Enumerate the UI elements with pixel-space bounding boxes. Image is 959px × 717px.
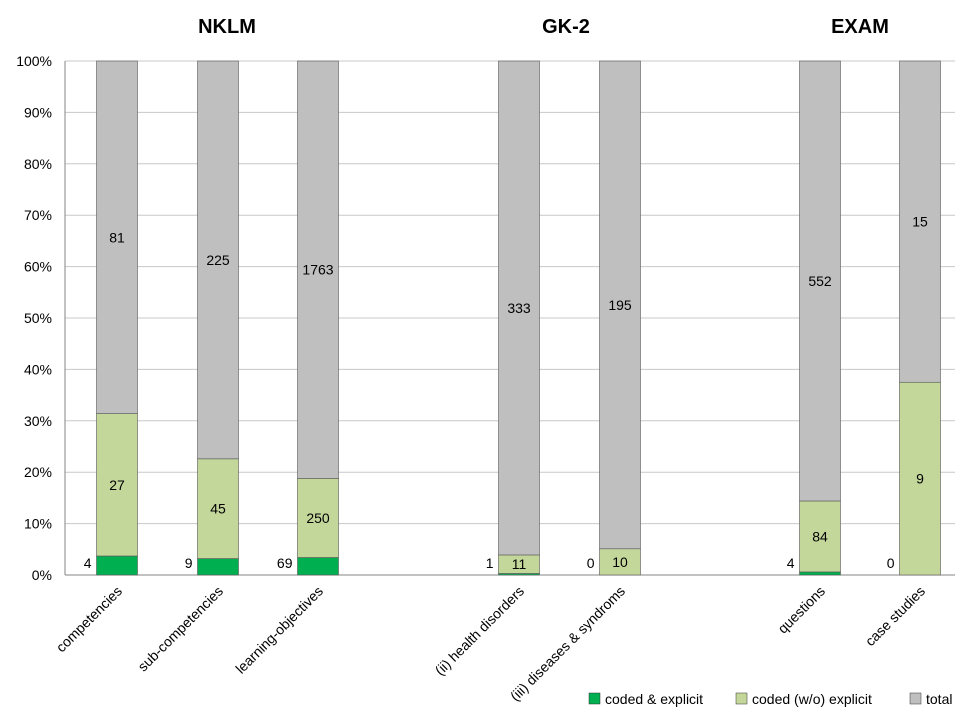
value-label-total: 552 <box>808 273 832 289</box>
bar-segment-total <box>498 60 540 556</box>
y-tick-label: 100% <box>16 53 52 69</box>
value-label-coded-wo-explicit: 11 <box>512 556 527 572</box>
value-label-total: 81 <box>109 229 125 245</box>
bar-segment-coded-explicit <box>197 558 239 576</box>
value-label-coded-explicit: 4 <box>84 555 92 571</box>
group-title-exam: EXAM <box>831 16 889 38</box>
group-titles: NKLM GK-2 EXAM <box>198 16 889 38</box>
value-label-coded-wo-explicit: 10 <box>612 554 628 570</box>
y-tick-label: 40% <box>24 361 52 377</box>
value-label-total: 333 <box>507 300 531 316</box>
bar-segment-coded-explicit <box>799 571 841 576</box>
value-label-coded-explicit: 9 <box>185 555 193 571</box>
bars <box>96 60 941 576</box>
legend-swatch-total <box>909 692 922 705</box>
value-label-total: 195 <box>608 297 632 313</box>
bar-segment-total <box>899 60 941 383</box>
y-tick-label: 80% <box>24 156 52 172</box>
value-label-coded-wo-explicit: 27 <box>109 477 125 493</box>
y-tick-label: 50% <box>24 310 52 326</box>
value-label-coded-wo-explicit: 9 <box>916 471 924 487</box>
value-label-coded-explicit: 0 <box>887 555 895 571</box>
bar-segment-coded-wo-explicit <box>96 413 138 557</box>
x-category-label: sub-competencies <box>134 583 226 675</box>
y-tick-label: 60% <box>24 259 52 275</box>
bar-segment-total <box>799 60 841 502</box>
bar-segment-total <box>297 60 339 479</box>
y-tick-label: 0% <box>32 567 52 583</box>
x-category-label: (iii) diseases & syndroms <box>507 583 628 704</box>
bar-segment-coded-wo-explicit <box>599 548 641 576</box>
y-tick-label: 70% <box>24 207 52 223</box>
value-label-total: 15 <box>912 214 928 230</box>
x-category-label: case studies <box>862 583 928 649</box>
group-title-nklm: NKLM <box>198 16 256 38</box>
legend-label-coded-wo-explicit: coded (w/o) explicit <box>752 691 872 707</box>
value-label-coded-wo-explicit: 250 <box>306 510 330 526</box>
bar-segment-coded-wo-explicit <box>297 478 339 558</box>
y-tick-label: 90% <box>24 104 52 120</box>
value-label-coded-explicit: 1 <box>486 555 494 571</box>
legend-label-coded-explicit: coded & explicit <box>605 691 703 707</box>
legend-swatch-coded-explicit <box>588 692 601 705</box>
value-label-coded-explicit: 0 <box>587 555 595 571</box>
bar-segment-total <box>197 60 239 460</box>
x-category-label: learning-objectives <box>232 583 326 677</box>
y-tick-label: 10% <box>24 516 52 532</box>
legend-swatch-coded-wo-explicit <box>735 692 748 705</box>
x-category-label: questions <box>774 583 828 637</box>
x-category-labels: competencies sub-competencies learning-obj… <box>53 583 928 704</box>
bar-segment-total <box>96 60 138 414</box>
value-label-coded-explicit: 4 <box>787 555 795 571</box>
y-tick-label: 30% <box>24 413 52 429</box>
x-category-label: (ii) health disorders <box>432 583 528 679</box>
bar-segment-total <box>599 60 641 550</box>
y-tick-label: 20% <box>24 464 52 480</box>
value-label-total: 1763 <box>302 262 333 278</box>
x-category-label: competencies <box>53 583 125 655</box>
bar-segment-coded-wo-explicit <box>799 500 841 573</box>
group-title-gk2: GK-2 <box>542 16 590 38</box>
value-label-total: 225 <box>206 252 230 268</box>
legend: coded & explicit coded (w/o) explicit to… <box>588 691 952 707</box>
y-tick-labels: 0% 10% 20% 30% 40% 50% 60% 70% 80% 90% 100% <box>16 53 52 583</box>
bar-segment-coded-explicit <box>297 557 339 576</box>
value-label-coded-wo-explicit: 84 <box>812 528 828 544</box>
value-label-coded-explicit: 69 <box>277 555 293 571</box>
value-label-coded-wo-explicit: 45 <box>210 501 226 517</box>
bar-segment-coded-explicit <box>96 555 138 576</box>
legend-label-total: total <box>926 691 952 707</box>
